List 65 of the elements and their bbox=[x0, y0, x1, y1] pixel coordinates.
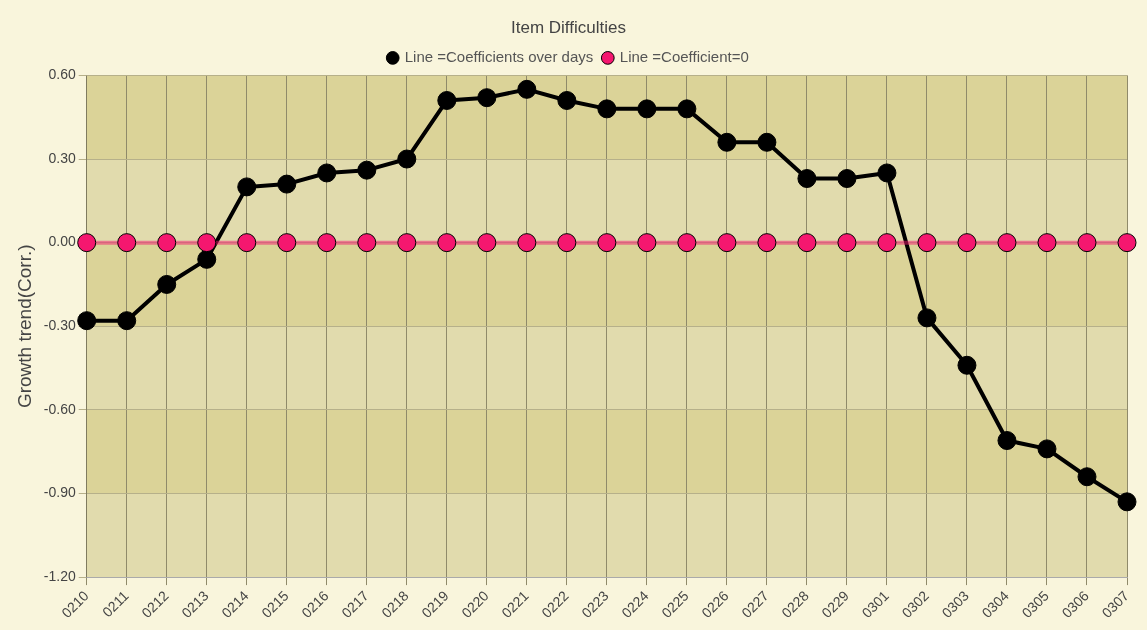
point bbox=[637, 233, 657, 253]
point bbox=[77, 311, 97, 331]
point bbox=[237, 233, 257, 253]
y-tick-label: -0.60 bbox=[43, 400, 76, 417]
point bbox=[77, 233, 97, 253]
point bbox=[357, 160, 377, 180]
point bbox=[837, 233, 857, 253]
y-tick-label: 0.60 bbox=[48, 66, 76, 83]
point bbox=[797, 169, 817, 189]
point bbox=[557, 233, 577, 253]
point bbox=[1037, 439, 1057, 459]
point bbox=[1077, 467, 1097, 487]
point bbox=[317, 233, 337, 253]
point bbox=[517, 233, 537, 253]
legend-label: Line =Coefficient=0 bbox=[619, 48, 749, 66]
point bbox=[317, 163, 337, 183]
point bbox=[277, 174, 297, 194]
legend-label: Line =Coefficients over days bbox=[404, 48, 594, 66]
point bbox=[237, 177, 257, 197]
y-tick-label: 0.00 bbox=[48, 233, 76, 250]
y-tick-label: 0.30 bbox=[48, 149, 76, 166]
point bbox=[197, 249, 217, 269]
point bbox=[637, 99, 657, 119]
point bbox=[997, 233, 1017, 253]
point bbox=[1117, 233, 1137, 253]
point bbox=[597, 233, 617, 253]
point bbox=[957, 233, 977, 253]
point bbox=[157, 274, 177, 294]
y-tick-label: -1.20 bbox=[43, 567, 76, 584]
point bbox=[997, 431, 1017, 451]
point bbox=[397, 149, 417, 169]
chart-title: Item Difficulties bbox=[511, 17, 626, 37]
point bbox=[597, 99, 617, 119]
point bbox=[1037, 233, 1057, 253]
point bbox=[557, 90, 577, 110]
point bbox=[957, 355, 977, 375]
point bbox=[517, 79, 537, 99]
point bbox=[797, 233, 817, 253]
point bbox=[437, 90, 457, 110]
point bbox=[397, 233, 417, 253]
point bbox=[117, 233, 137, 253]
point bbox=[757, 233, 777, 253]
point bbox=[917, 308, 937, 328]
y-axis-title: Growth trend(Corr.) bbox=[13, 244, 35, 409]
point bbox=[677, 233, 697, 253]
point bbox=[437, 233, 457, 253]
point bbox=[877, 233, 897, 253]
point bbox=[917, 233, 937, 253]
point bbox=[117, 311, 137, 331]
point bbox=[677, 99, 697, 119]
point bbox=[1077, 233, 1097, 253]
point bbox=[477, 233, 497, 253]
y-tick-label: -0.90 bbox=[43, 484, 76, 501]
point bbox=[477, 88, 497, 108]
point bbox=[197, 233, 217, 253]
point bbox=[757, 132, 777, 152]
point bbox=[1117, 492, 1137, 512]
point bbox=[277, 233, 297, 253]
y-tick-label: -0.30 bbox=[43, 317, 76, 334]
point bbox=[357, 233, 377, 253]
point bbox=[717, 233, 737, 253]
point bbox=[717, 132, 737, 152]
point bbox=[837, 169, 857, 189]
point bbox=[157, 233, 177, 253]
point bbox=[877, 163, 897, 183]
